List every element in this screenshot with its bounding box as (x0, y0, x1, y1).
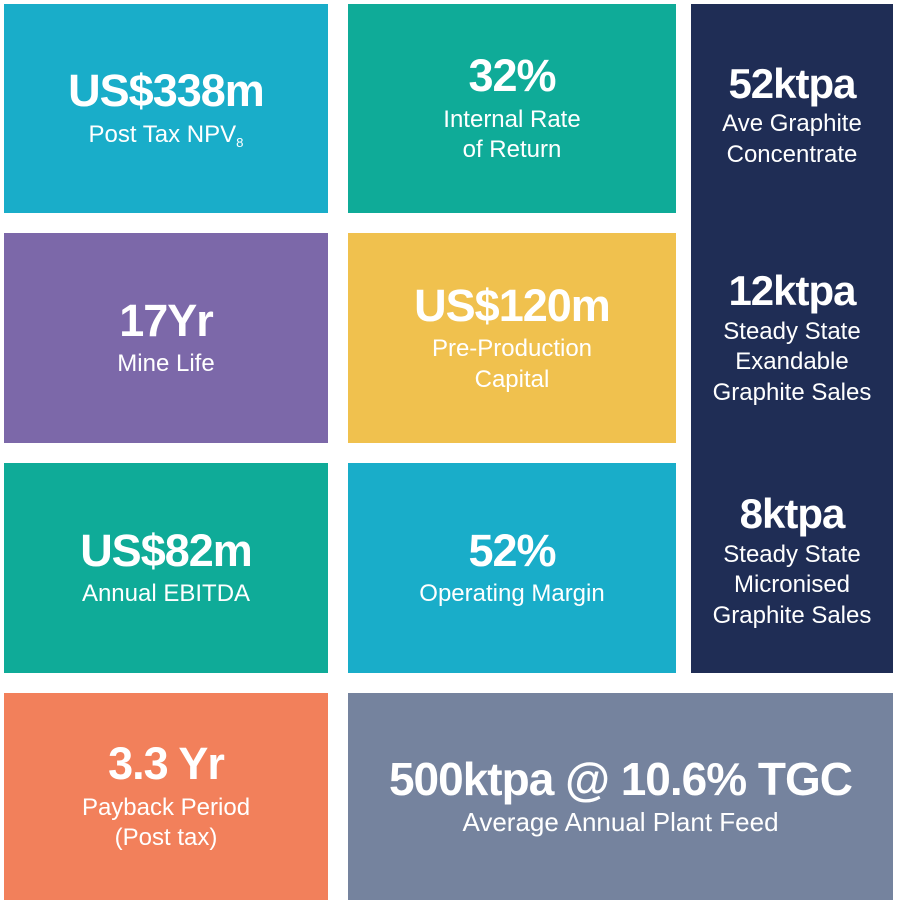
feed-label: Average Annual Plant Feed (462, 807, 779, 838)
expandable-label: Steady State Exandable Graphite Sales (712, 317, 872, 406)
payback-label: Payback Period (Post tax) (81, 793, 251, 852)
tile-post-tax-npv: US$338m Post Tax NPV8 (4, 4, 328, 213)
capital-label: Pre-Production Capital (431, 335, 593, 393)
expandable-value: 12ktpa (728, 267, 856, 315)
production-section-micronised: 8ktpa Steady State Micronised Graphite S… (713, 450, 872, 673)
payback-value: 3.3 Yr (108, 738, 225, 790)
npv-label: Post Tax NPV8 (88, 120, 244, 150)
mine-life-label: Mine Life (117, 350, 215, 378)
ebitda-label: Annual EBITDA (81, 580, 251, 608)
npv-value: US$338m (68, 65, 265, 117)
irr-value: 32% (468, 50, 556, 102)
mine-life-value: 17Yr (119, 294, 214, 346)
feed-value: 500ktpa @ 10.6% TGC (388, 752, 853, 805)
margin-value: 52% (468, 524, 556, 576)
concentrate-label: Ave Graphite Concentrate (722, 109, 862, 168)
tile-pre-production-capital: US$120m Pre-Production Capital (348, 233, 676, 443)
production-section-expandable: 12ktpa Steady State Exandable Graphite S… (713, 227, 872, 450)
micronised-label: Steady State Micronised Graphite Sales (712, 540, 872, 629)
tile-payback-period: 3.3 Yr Payback Period (Post tax) (4, 693, 328, 900)
tile-annual-ebitda: US$82m Annual EBITDA (4, 463, 328, 673)
concentrate-value: 52ktpa (728, 59, 856, 107)
tile-operating-margin: 52% Operating Margin (348, 463, 676, 673)
tile-average-annual-plant-feed: 500ktpa @ 10.6% TGC Average Annual Plant… (348, 693, 893, 900)
irr-label: Internal Rate of Return (443, 105, 581, 164)
npv-subscript: 8 (236, 134, 244, 150)
micronised-value: 8ktpa (739, 490, 846, 538)
margin-label: Operating Margin (419, 580, 605, 608)
capital-value: US$120m (414, 279, 611, 331)
ebitda-value: US$82m (80, 524, 253, 576)
tile-mine-life: 17Yr Mine Life (4, 233, 328, 443)
tile-graphite-production-column: 52ktpa Ave Graphite Concentrate 12ktpa S… (691, 4, 893, 673)
production-section-concentrate: 52ktpa Ave Graphite Concentrate (722, 4, 862, 227)
tile-internal-rate-of-return: 32% Internal Rate of Return (348, 4, 676, 213)
